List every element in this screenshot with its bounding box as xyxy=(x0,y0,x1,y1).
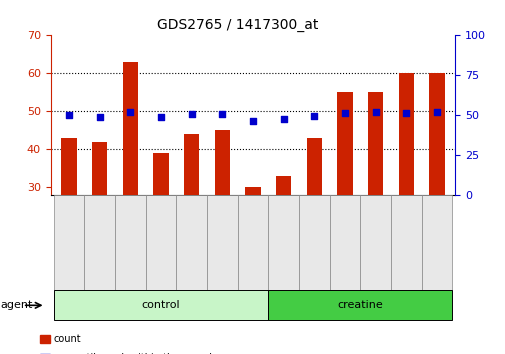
Bar xyxy=(398,73,413,195)
Point xyxy=(95,114,104,119)
Text: agent: agent xyxy=(0,300,32,310)
Bar xyxy=(306,138,321,195)
Point xyxy=(248,118,257,124)
Point xyxy=(401,110,410,115)
Point xyxy=(126,109,134,115)
Bar xyxy=(367,92,383,195)
Bar xyxy=(92,142,107,195)
Bar xyxy=(275,176,291,195)
Point xyxy=(187,112,195,117)
Text: percentile rank within the sample: percentile rank within the sample xyxy=(53,353,218,354)
Point xyxy=(65,112,73,118)
Point xyxy=(310,113,318,119)
Point xyxy=(218,112,226,117)
Bar xyxy=(337,92,352,195)
Text: count: count xyxy=(53,334,81,344)
Text: control: control xyxy=(141,300,180,310)
Text: GDS2765 / 1417300_at: GDS2765 / 1417300_at xyxy=(157,18,318,32)
Bar xyxy=(153,153,168,195)
Point xyxy=(279,116,287,122)
Bar xyxy=(245,187,260,195)
Point xyxy=(340,110,348,115)
Bar xyxy=(214,130,230,195)
Point xyxy=(157,115,165,120)
Bar xyxy=(184,134,199,195)
Text: creatine: creatine xyxy=(337,300,382,310)
Bar xyxy=(122,62,138,195)
Bar xyxy=(428,73,444,195)
Bar xyxy=(61,138,77,195)
Point xyxy=(432,109,440,115)
Point xyxy=(371,109,379,115)
